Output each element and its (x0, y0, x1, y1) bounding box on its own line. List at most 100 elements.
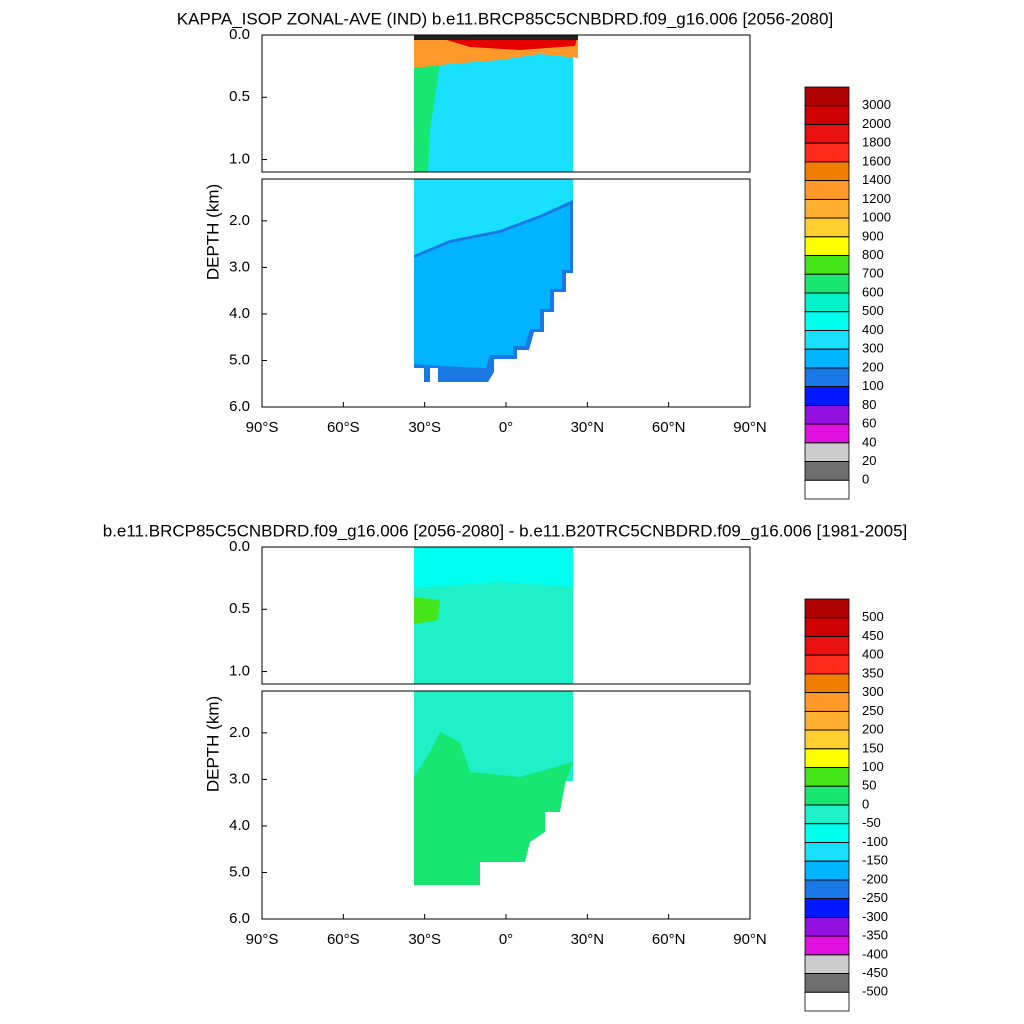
colorbar-box (804, 767, 850, 787)
colorbar-label: 200 (862, 722, 884, 737)
colorbar-box (804, 916, 850, 937)
colorbar-label: 450 (862, 628, 884, 643)
colorbar-box (804, 330, 850, 350)
colorbar-label: 100 (862, 759, 884, 774)
y-axis-label: DEPTH (km) (203, 184, 222, 280)
colorbar-box (804, 386, 850, 406)
x-tick-label: 60°N (652, 419, 686, 436)
colorbar-box (804, 898, 850, 918)
y-tick-label: 0.0 (229, 538, 250, 555)
y-tick-label: 1.0 (229, 663, 250, 680)
y-tick-label: 0.0 (229, 26, 250, 43)
y-tick-label: 2.0 (229, 212, 250, 229)
colorbar-label: 400 (862, 647, 884, 662)
colorbar-label: 50 (862, 778, 876, 793)
colorbar-box (804, 124, 850, 144)
chart-title: KAPPA_ISOP ZONAL-AVE (IND) b.e11.BRCP85C… (177, 9, 833, 28)
y-tick-label: 0.5 (229, 88, 250, 105)
colorbar-label: 1600 (862, 153, 891, 168)
colorbar-box (804, 598, 850, 619)
colorbar-box (804, 367, 850, 388)
colorbar-label: 900 (862, 228, 884, 243)
contour-fill (414, 60, 440, 172)
colorbar-label: 200 (862, 359, 884, 374)
x-tick-label: 60°S (327, 931, 360, 948)
x-tick-label: 30°S (408, 931, 441, 948)
colorbar-box (804, 673, 850, 694)
field-1 (414, 35, 578, 382)
colorbar-label: 600 (862, 284, 884, 299)
colorbar-label: -100 (862, 834, 888, 849)
y-tick-label: 5.0 (229, 863, 250, 880)
colorbar-box (804, 729, 850, 750)
colorbar-box (804, 311, 850, 331)
colorbar-label: 150 (862, 740, 884, 755)
colorbar-label: 1400 (862, 172, 891, 187)
y-tick-label: 3.0 (229, 770, 250, 787)
colorbar-box (804, 198, 850, 219)
colorbar-label: 1800 (862, 135, 891, 150)
colorbar-label: 80 (862, 397, 876, 412)
colorbar-box (804, 710, 850, 731)
colorbar-box (804, 404, 850, 425)
colorbar-box (804, 348, 850, 369)
colorbar-label: 700 (862, 266, 884, 281)
colorbar-box (804, 292, 850, 313)
colorbar-box (804, 823, 850, 843)
colorbar-label: -450 (862, 965, 888, 980)
chart-title: b.e11.BRCP85C5CNBDRD.f09_g16.006 [2056-2… (103, 521, 908, 540)
colorbar-box (804, 748, 850, 768)
colorbar-box (804, 991, 850, 1012)
y-tick-label: 6.0 (229, 910, 250, 927)
colorbar-label: -250 (862, 890, 888, 905)
colorbar-box (804, 617, 850, 637)
colorbar-box (804, 161, 850, 182)
colorbar-box (804, 423, 850, 444)
contour-fill (414, 547, 573, 588)
colorbar-label: 500 (862, 609, 884, 624)
contour-fill (414, 597, 440, 624)
colorbar-label: 3000 (862, 97, 891, 112)
x-tick-label: 0° (499, 419, 513, 436)
x-tick-label: 30°N (571, 419, 605, 436)
colorbar-label: 250 (862, 703, 884, 718)
x-tick-label: 90°N (733, 419, 767, 436)
colorbar-label: 350 (862, 665, 884, 680)
colorbar-label: -50 (862, 815, 881, 830)
colorbar-box (804, 217, 850, 238)
contour-fill (414, 35, 578, 40)
colorbar-label: 100 (862, 378, 884, 393)
plot-frame (261, 546, 751, 685)
colorbar-label: 20 (862, 453, 876, 468)
colorbar-label: 0 (862, 796, 869, 811)
colorbar-label: 500 (862, 303, 884, 318)
y-tick-label: 0.5 (229, 600, 250, 617)
x-tick-label: 30°N (571, 931, 605, 948)
colorbar-label: 1200 (862, 191, 891, 206)
colorbar-box (804, 879, 850, 900)
colorbar-box (804, 273, 850, 294)
colorbar-box (804, 461, 850, 481)
colorbar-box (804, 842, 850, 862)
colorbar-box (804, 142, 850, 163)
colorbar-box (804, 636, 850, 656)
y-tick-label: 4.0 (229, 817, 250, 834)
y-tick-label: 1.0 (229, 151, 250, 168)
colorbar-box (804, 86, 850, 107)
colorbar-box (804, 954, 850, 974)
colorbar-label: -200 (862, 871, 888, 886)
y-tick-label: 2.0 (229, 724, 250, 741)
y-tick-label: 4.0 (229, 305, 250, 322)
colorbar-box (804, 442, 850, 462)
x-tick-label: 30°S (408, 419, 441, 436)
x-tick-label: 60°N (652, 931, 686, 948)
x-tick-label: 90°N (733, 931, 767, 948)
colorbar-box (804, 692, 850, 712)
colorbar-label: -400 (862, 946, 888, 961)
colorbar-box (804, 973, 850, 993)
colorbar-box (804, 479, 850, 500)
field-2 (414, 547, 573, 885)
x-tick-label: 90°S (246, 931, 279, 948)
